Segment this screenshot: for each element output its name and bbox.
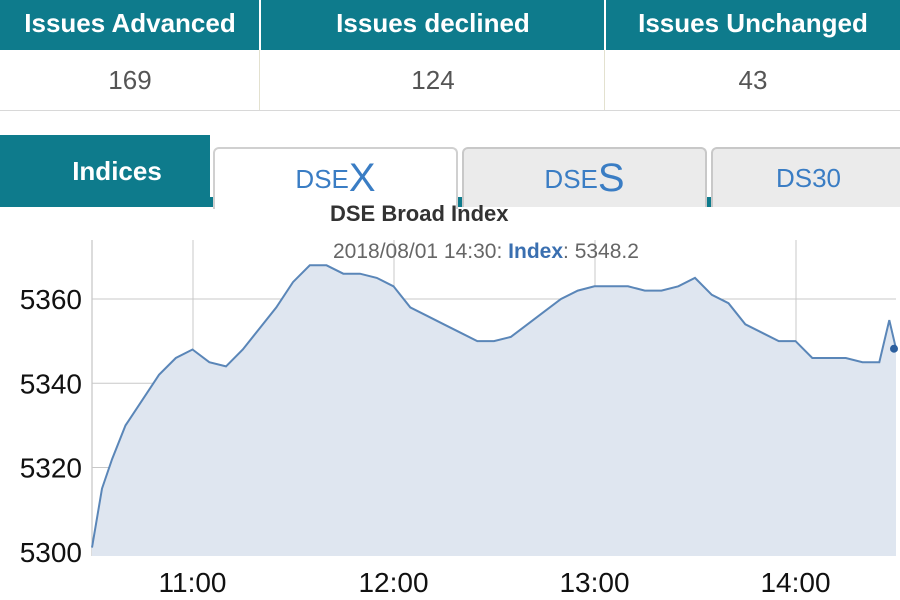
indices-label-text: Indices [72,156,162,186]
summary-header-row: Issues Advanced Issues declined Issues U… [0,0,900,50]
header-issues-unchanged: Issues Unchanged [638,8,868,38]
indices-label: Indices [0,135,210,207]
tooltip-timestamp: 2018/08/01 14:30: [333,240,503,263]
tooltip-value: : 5348.2 [563,240,639,263]
x-axis-ticks: 11:00 12:00 13:00 14:00 [159,567,831,598]
header-divider [259,0,261,50]
y-tick-label: 5360 [20,284,82,315]
tab-dsex-suffix: X [348,156,376,200]
tab-ds30-label: DS30 [775,163,842,193]
cell-divider [604,50,605,110]
chart-title: DSE Broad Index [330,201,509,226]
index-series-line [91,264,897,548]
value-issues-advanced: 169 [108,65,152,95]
tooltip-series-key: Index [508,240,564,263]
value-issues-declined: 124 [411,65,455,95]
y-tick-label: 5340 [20,368,82,399]
y-tick-label: 5300 [20,537,82,568]
index-tab-bar: Indices DSEX DSES DS30 [0,135,900,209]
tab-dses[interactable]: DSES [462,147,707,207]
tab-dses-prefix: DSE [544,164,598,194]
x-tick-label: 13:00 [559,567,629,598]
tooltip-readout: 2018/08/01 14:30: Index: 5348.2 [333,240,639,264]
hover-marker [890,344,898,353]
tab-dses-suffix: S [597,156,625,200]
x-tick-label: 14:00 [760,567,830,598]
y-axis-ticks: 5300 5320 5340 5360 [20,284,82,568]
tab-dsex[interactable]: DSEX [213,147,458,209]
x-tick-label: 11:00 [159,567,227,598]
value-issues-unchanged: 43 [738,65,768,95]
x-tick-label: 12:00 [358,567,428,598]
summary-values-row: 169 124 43 [0,50,900,111]
index-area-fill [92,265,896,556]
tab-dsex-prefix: DSE [295,164,349,194]
header-divider [604,0,606,50]
header-issues-declined: Issues declined [336,8,530,38]
header-issues-advanced: Issues Advanced [24,8,236,38]
tab-ds30[interactable]: DS30 [711,147,900,207]
market-summary-table: Issues Advanced Issues declined Issues U… [0,0,900,111]
y-tick-label: 5320 [20,453,82,484]
cell-divider [259,50,260,110]
